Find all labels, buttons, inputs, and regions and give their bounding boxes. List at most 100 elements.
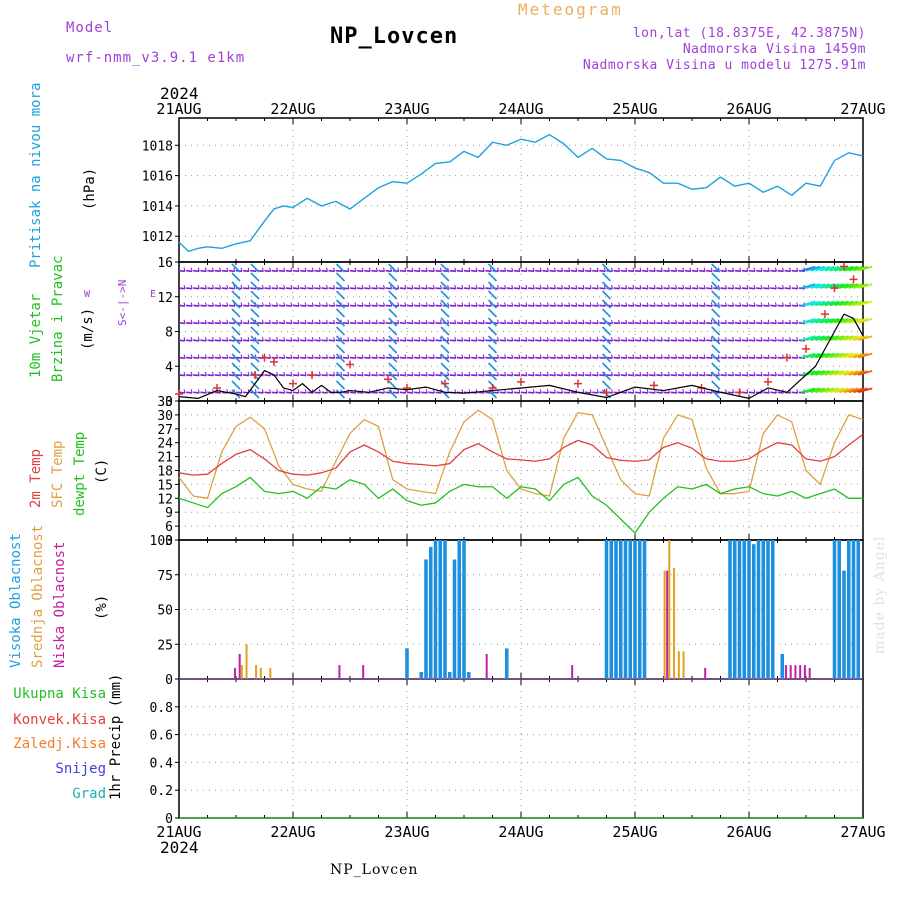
wind-barb-flag [632,319,635,324]
wind-barb-flag [767,371,770,376]
wind-barb-flag [710,319,713,324]
wind-barb-strong [858,300,873,307]
wind-barb [463,339,471,342]
wind-barb [485,339,492,342]
wind-barb [371,287,378,290]
wind-barb-flag [468,284,471,289]
wind-barb [570,356,577,359]
wind-barb-flag [311,267,314,272]
wind-barb-flag [411,267,414,272]
wind-barb-flag [233,267,236,272]
wind-barb-band [335,344,346,354]
wind-barb-flag [525,371,528,376]
wind-barb-strong [815,387,830,394]
wind-barb [321,339,328,342]
wind-barb [292,304,300,307]
wind-barb [520,287,528,290]
wind-barb-flag [283,267,286,272]
wind-barb [399,287,406,290]
wind-barb [706,322,713,325]
wind-barb [656,374,663,377]
wind-barb-flag [703,371,706,376]
wind-barb-band [487,263,498,273]
wind-barb [243,356,250,359]
wind-barb [570,287,577,290]
gust-marker [821,310,829,319]
wind-barb [214,391,221,394]
wind-barb [620,304,627,307]
wind-barb-flag [689,302,692,307]
wind-barb [321,287,328,290]
wind-barb-flag [461,284,464,289]
wind-barb [292,374,300,377]
wind-barb-flag [397,371,400,376]
wind-barb-flag [383,284,385,289]
wind-barb [271,287,278,290]
wind-barb [791,304,798,307]
wind-barb [656,269,663,273]
wind-barb-flag [454,371,457,376]
wind-barb [278,356,285,359]
wind-barb [414,269,421,273]
cloud-high-bar [405,648,409,679]
wind-barb-band [335,371,346,381]
wind-barb-flag [269,267,271,272]
wind-barb-strong [815,335,830,341]
wind-barb-band [440,299,450,309]
wind-barb-flag [561,302,564,307]
wind-barb [691,322,699,325]
wind-barb [727,391,734,394]
wind-barb [278,391,285,394]
wind-barb-flag [261,284,264,289]
wind-barb [499,374,506,377]
sfc-temp-line [178,409,864,499]
wind-barb [307,269,314,273]
wind-barb-strong [820,265,835,272]
wind-barb-flag [204,354,207,359]
wind-barb-flag [603,267,606,272]
wind-ytick-label: 4 [165,360,173,375]
wind-barb-flag [432,354,435,359]
wind-barb-flag [732,267,735,272]
wind-barb [677,374,684,377]
wind-barb-flag [440,284,442,289]
wind-barb-band [335,308,346,318]
wind-barb [335,304,342,307]
wind-barb-flag [575,354,578,359]
wind-barb-flag [411,302,414,307]
wind-barb [513,356,520,359]
wind-barb [414,356,421,359]
wind-barb-flag [625,284,628,289]
wind-barb [243,322,250,325]
cloud-low-bar [704,667,707,679]
wind-barb-flag [732,319,735,324]
wind-barb-flag [525,337,528,341]
wind-barb [207,322,214,325]
wind-barb [741,339,748,342]
cloud-high-bar [751,544,756,679]
gust-marker [849,275,858,284]
wind-barb-flag [703,337,706,341]
wind-barb [727,304,734,307]
wind-barb-strong [843,300,859,307]
wind-barb-flag [411,337,414,341]
wind-barb-flag [511,284,514,289]
wind-barb [763,322,770,325]
wind-barb-strong [834,335,849,341]
wind-barb-flag [390,267,393,272]
wind-barb [684,269,691,273]
wind-barb-flag [646,371,649,376]
wind-barb-band [440,335,450,345]
wind-barb-flag [361,267,364,272]
x-label-top: 24AUG [498,100,543,118]
wind-barb [478,322,485,325]
wind-barb-band [250,326,260,336]
wind-barb-flag [418,319,421,324]
wind-barb-flag [611,371,613,376]
wind-barb-flag [297,337,300,341]
wind-barb-strong [805,352,821,359]
wind-barb-flag [219,302,222,307]
wind-barb [599,339,606,342]
wind-barb-flag [561,284,564,289]
wind-barb-flag [226,371,229,376]
